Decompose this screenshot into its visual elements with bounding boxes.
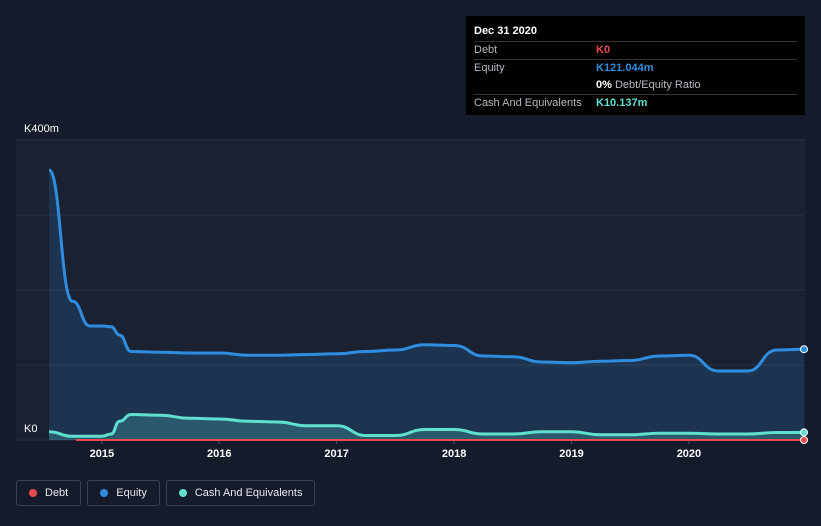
x-label-2019: 2019 (559, 448, 583, 460)
end-point-equity (800, 345, 808, 354)
line-equity (47, 168, 805, 373)
x-label-2017: 2017 (324, 448, 348, 460)
x-label-2015: 2015 (90, 448, 114, 460)
tooltip-value-debt: K0 (596, 44, 611, 56)
end-point-debt (800, 436, 808, 444)
tooltip-value-equity: K121.044m (596, 62, 654, 74)
legend-label-cash: Cash And Equivalents (194, 487, 303, 499)
legend-item-cash[interactable]: Cash And Equivalents (165, 480, 316, 506)
tooltip-label-equity: Equity (474, 62, 505, 74)
tooltip-value-ratio: 0% Debt/Equity Ratio (596, 77, 701, 94)
tooltip-row-equity: Equity K121.044m (474, 60, 797, 77)
legend-label-debt: Debt (45, 487, 69, 499)
x-axis-labels: 2015 2016 2017 2018 2019 2020 (90, 448, 702, 460)
tooltip-value-cash: K10.137m (596, 97, 648, 109)
x-label-2018: 2018 (442, 448, 466, 460)
tooltip-date: Dec 31 2020 (474, 24, 797, 42)
end-point-cash-and-equivalents (800, 428, 808, 437)
ratio-percent: 0% (596, 79, 612, 91)
legend-dot-debt (29, 489, 37, 497)
tooltip-row-cash: Cash And Equivalents K10.137m (474, 95, 797, 112)
tooltip-label-ratio (474, 77, 596, 94)
tooltip-row-ratio: 0% Debt/Equity Ratio (474, 77, 797, 95)
legend-dot-cash (178, 489, 187, 497)
line-cash-and-equivalents (48, 412, 805, 438)
area-equity (49, 170, 804, 440)
tooltip-panel: Dec 31 2020 Debt K0 Equity K121.044m 0% … (466, 16, 805, 115)
tooltip-label-debt: Debt (474, 44, 498, 56)
legend: Debt Equity Cash And Equivalents (16, 480, 316, 506)
tooltip-row-debt: Debt K0 (474, 42, 797, 60)
legend-item-equity[interactable]: Equity (87, 480, 160, 506)
y-axis-labels: K400m K0 (24, 123, 59, 435)
legend-dot-equity (100, 489, 109, 497)
ratio-caption: Debt/Equity Ratio (614, 79, 701, 91)
tooltip-label-cash: Cash And Equivalents (474, 97, 582, 109)
legend-label-equity: Equity (116, 487, 147, 499)
x-label-2020: 2020 (677, 448, 701, 460)
y-label-0: K0 (24, 423, 37, 435)
y-label-400: K400m (24, 123, 59, 135)
legend-item-debt[interactable]: Debt (16, 480, 82, 506)
series-layer (47, 168, 808, 444)
x-label-2016: 2016 (207, 448, 231, 460)
